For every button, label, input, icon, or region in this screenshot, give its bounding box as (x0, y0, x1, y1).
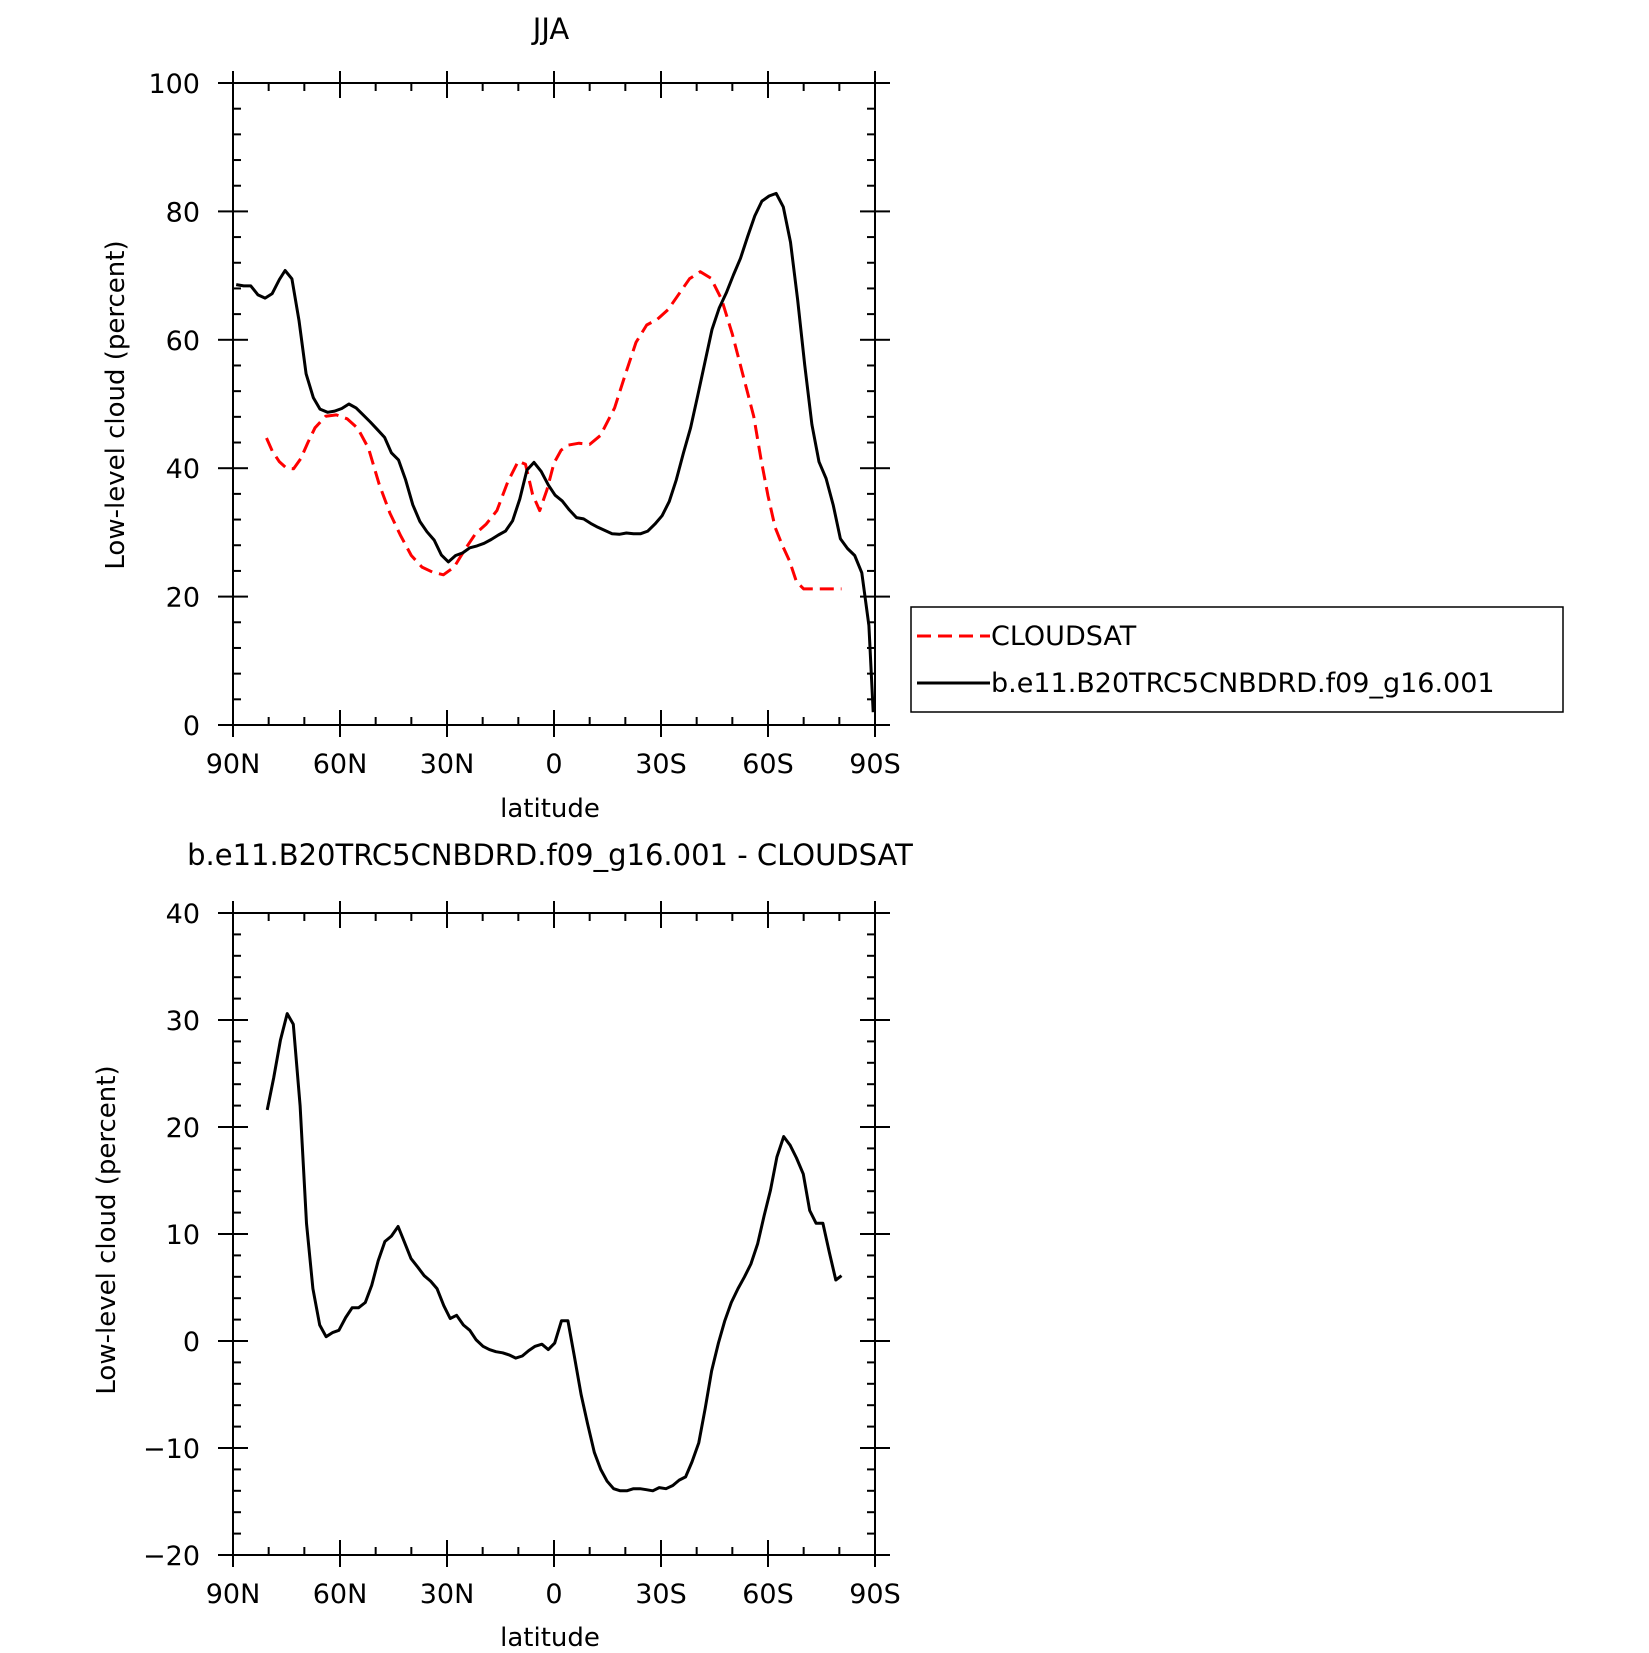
bottom-x-tick-label: 90N (206, 1579, 261, 1610)
top-x-axis-label: latitude (500, 794, 600, 824)
bottom-y-tick-label: 20 (166, 1113, 200, 1144)
top-axes: 90N 60N 30N 0 30S 60S 90S 0 20 40 60 80 100 (148, 69, 900, 780)
legend-box (910, 606, 1564, 713)
top-y-tick-label: 60 (166, 326, 200, 357)
legend-label-cloudsat: CLOUDSAT (991, 621, 1137, 652)
bottom-series-line-0 (265, 1012, 843, 1493)
bottom-y-tick-label: −20 (143, 1541, 200, 1572)
top-y-tick-label: 80 (166, 197, 200, 228)
top-series-group (235, 191, 875, 713)
top-x-tick-label: 60S (742, 749, 794, 780)
bottom-x-tick-label: 60N (313, 1579, 368, 1610)
bottom-series-group (265, 1012, 843, 1493)
bottom-y-tick-label: −10 (143, 1434, 200, 1465)
bottom-plot-frame (232, 912, 876, 1556)
bottom-y-tick-label: 10 (166, 1220, 200, 1251)
bottom-x-tick-label: 0 (545, 1579, 562, 1610)
top-y-tick-label: 40 (166, 454, 200, 485)
bottom-y-axis-label: Low-level cloud (percent) (92, 1065, 122, 1394)
bottom-x-tick-label: 30S (635, 1579, 687, 1610)
bottom-x-tick-label: 90S (849, 1579, 901, 1610)
top-x-tick-label: 60N (313, 749, 368, 780)
top-x-tick-label: 0 (545, 749, 562, 780)
top-y-tick-label: 0 (183, 711, 200, 742)
top-panel: JJA latitude Low-level cloud (percent) 9… (101, 12, 1564, 824)
bottom-y-tick-label: 30 (166, 1006, 200, 1037)
bottom-y-tick-label: 40 (166, 899, 200, 930)
top-x-tick-label: 90S (849, 749, 901, 780)
legend-label-model: b.e11.B20TRC5CNBDRD.f09_g16.001 (991, 668, 1495, 699)
bottom-axes: 90N 60N 30N 0 30S 60S 90S −20 −10 0 10 20 30 40 (143, 899, 901, 1610)
top-y-tick-label: 100 (148, 69, 200, 100)
bottom-panel: b.e11.B20TRC5CNBDRD.f09_g16.001 - CLOUDS… (92, 838, 913, 1653)
bottom-x-tick-label: 30N (420, 1579, 475, 1610)
top-series-line-cloudsat (265, 270, 842, 591)
bottom-x-axis-label: latitude (500, 1623, 600, 1653)
top-y-tick-label: 20 (166, 583, 200, 614)
top-plot-frame (232, 82, 876, 726)
top-x-tick-label: 30N (420, 749, 475, 780)
bottom-y-tick-label: 0 (183, 1327, 200, 1358)
top-y-axis-label: Low-level cloud (percent) (101, 240, 131, 569)
bottom-x-tick-label: 60S (742, 1579, 794, 1610)
bottom-chart-title: b.e11.B20TRC5CNBDRD.f09_g16.001 - CLOUDS… (187, 838, 913, 872)
top-x-tick-label: 90N (206, 749, 261, 780)
top-x-tick-label: 30S (635, 749, 687, 780)
legend: CLOUDSAT b.e11.B20TRC5CNBDRD.f09_g16.001 (910, 606, 1564, 713)
top-chart-title: JJA (531, 12, 570, 46)
top-series-line-b-e11-b20trc5cnbdrd-f09-g16-001 (235, 191, 875, 713)
